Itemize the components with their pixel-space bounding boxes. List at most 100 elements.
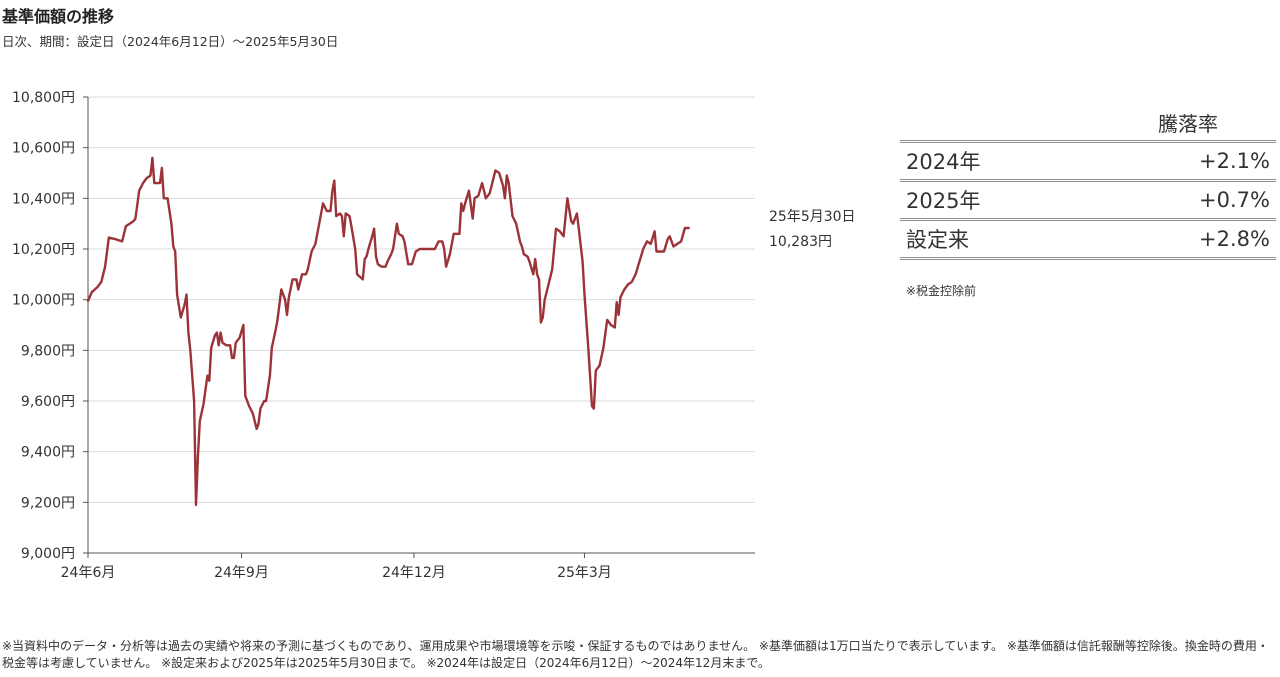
returns-row-value: +2.1% — [1199, 149, 1270, 173]
data-point — [642, 248, 644, 250]
data-point — [426, 248, 429, 250]
returns-table: 騰落率 2024年 +2.1% 2025年 +0.7% 設定来 +2.8% — [900, 108, 1276, 260]
data-point — [384, 265, 387, 268]
data-point — [528, 260, 531, 263]
data-point — [108, 236, 110, 239]
data-point — [532, 273, 535, 276]
data-point — [445, 265, 447, 268]
data-point — [576, 212, 578, 215]
data-point — [646, 240, 648, 243]
data-point — [185, 293, 188, 296]
data-point — [193, 400, 195, 402]
y-tick-label: 9,400円 — [21, 445, 75, 461]
data-point — [570, 220, 572, 222]
data-point — [492, 177, 495, 179]
data-point — [623, 288, 626, 291]
data-point — [511, 215, 514, 217]
data-point — [591, 405, 593, 407]
chart-title: 基準価額の推移 — [2, 7, 115, 26]
data-point — [555, 227, 557, 230]
data-point — [248, 405, 250, 407]
data-point — [216, 331, 218, 334]
data-point — [362, 278, 364, 281]
tax-note: ※税金控除前 — [906, 284, 977, 298]
returns-row-value: +0.7% — [1199, 188, 1270, 212]
data-point — [331, 189, 334, 192]
data-point — [329, 210, 332, 212]
data-point — [356, 273, 358, 276]
data-point — [615, 301, 618, 303]
data-point — [252, 412, 254, 415]
data-point — [269, 374, 271, 377]
data-point — [401, 235, 404, 238]
data-point — [153, 182, 156, 184]
data-point — [380, 265, 383, 268]
data-point — [422, 248, 425, 250]
data-point — [217, 344, 220, 347]
returns-row: 設定来 +2.8% — [900, 218, 1276, 260]
data-point — [274, 329, 277, 331]
data-point — [199, 420, 201, 423]
data-point — [166, 197, 169, 200]
data-point — [443, 248, 446, 250]
data-point — [464, 202, 466, 205]
x-tick-label: 25年3月 — [557, 565, 612, 581]
returns-row: 2024年 +2.1% — [900, 140, 1276, 179]
data-point — [343, 235, 345, 238]
data-point — [210, 347, 212, 349]
data-point — [221, 341, 224, 344]
data-point — [566, 197, 569, 200]
data-point — [650, 243, 652, 245]
data-point — [172, 245, 175, 248]
data-point — [170, 222, 173, 225]
data-point — [314, 243, 317, 245]
data-point — [134, 217, 137, 220]
data-point — [676, 243, 679, 245]
data-point — [562, 235, 565, 238]
data-point — [132, 220, 135, 222]
data-point — [684, 227, 686, 229]
data-point — [229, 344, 231, 347]
data-point — [371, 235, 374, 238]
data-point — [668, 235, 671, 238]
data-point — [521, 245, 523, 248]
data-point — [121, 240, 123, 243]
data-point — [242, 324, 245, 326]
data-point — [581, 260, 584, 263]
data-point — [452, 233, 455, 235]
data-point — [138, 189, 140, 192]
data-point — [477, 195, 480, 197]
data-point — [163, 197, 165, 200]
y-tick-label: 9,600円 — [21, 394, 75, 410]
data-point — [458, 233, 461, 235]
data-point — [344, 212, 347, 215]
data-point — [547, 283, 550, 286]
data-point — [310, 250, 313, 253]
data-point — [286, 314, 288, 316]
data-point — [538, 278, 540, 281]
data-point — [543, 298, 546, 301]
data-point — [100, 281, 103, 283]
data-point — [502, 184, 504, 187]
data-point — [593, 407, 595, 410]
data-point — [354, 248, 357, 250]
data-point — [488, 192, 491, 195]
data-point — [255, 428, 258, 430]
data-point — [598, 364, 601, 367]
data-point — [176, 293, 178, 296]
data-point — [551, 268, 553, 271]
data-point — [572, 222, 574, 225]
data-point — [322, 202, 324, 205]
data-point — [288, 296, 290, 298]
data-point — [238, 336, 241, 339]
data-point — [206, 374, 209, 377]
data-point — [392, 248, 394, 250]
data-point — [318, 222, 321, 225]
returns-table-header: 騰落率 — [1158, 112, 1218, 136]
chart-subtitle: 日次、期間：設定日（2024年6月12日）～2025年5月30日 — [2, 34, 339, 49]
data-point — [280, 288, 283, 291]
data-point — [390, 253, 393, 255]
y-tick-label: 9,200円 — [21, 495, 75, 511]
data-point — [297, 288, 300, 291]
data-point — [619, 296, 622, 298]
